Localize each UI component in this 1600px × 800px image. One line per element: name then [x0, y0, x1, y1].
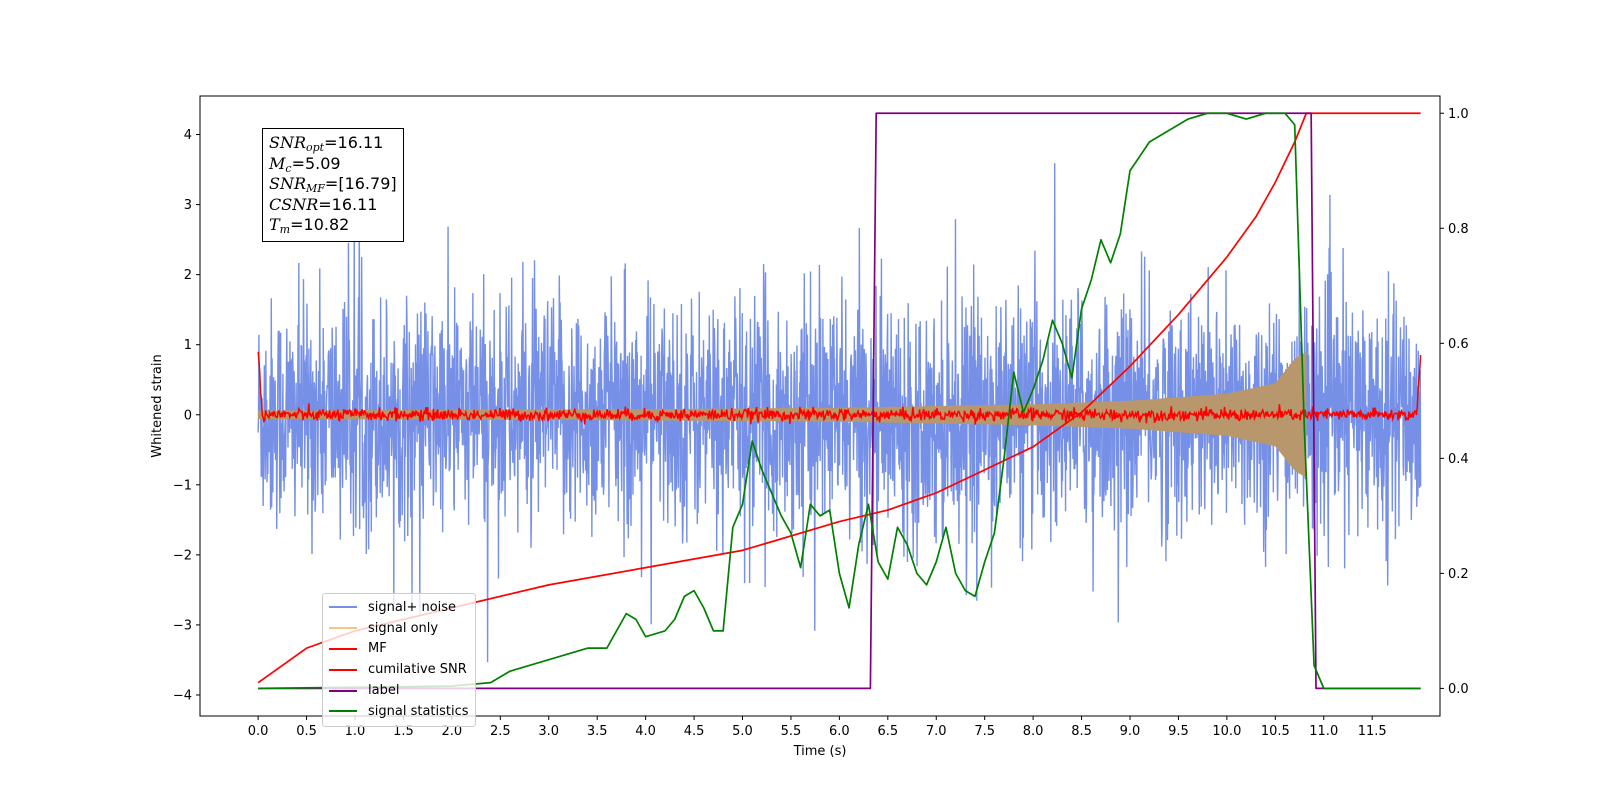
legend-item-signal-noise: signal+ noise: [329, 597, 469, 618]
y-tick-label: −3: [173, 618, 192, 633]
x-tick-label: 5.0: [732, 724, 753, 739]
y-axis-left: 4 3 2 1 0 −1 −2 −3 −4: [173, 128, 200, 703]
info-snr-mf: SNRMF=[16.79]: [269, 174, 397, 195]
info-snr-opt: SNRopt=16.11: [269, 133, 384, 154]
x-axis: 0.0 0.5 1.0 1.5 2.0 2.5 3.0 3.5 4.0 4.5 5.0 5.5 6.0 6…: [248, 716, 1387, 739]
legend-item-label: label: [329, 680, 469, 701]
x-tick-label: 0.5: [296, 724, 317, 739]
y-tick-label: −2: [173, 548, 192, 563]
y2-tick-label: 1.0: [1448, 107, 1469, 122]
info-mc: Mc=5.09: [269, 153, 341, 175]
info-box: SNRopt=16.11 Mc=5.09 SNRMF=[16.79] CSNR=…: [262, 128, 404, 242]
x-tick-label: 8.5: [1071, 724, 1092, 739]
x-tick-label: 9.5: [1168, 724, 1189, 739]
x-tick-label: 3.0: [538, 724, 559, 739]
info-tm: Tm=10.82: [269, 215, 350, 236]
y-tick-label: −4: [173, 688, 192, 703]
x-tick-label: 9.0: [1120, 724, 1141, 739]
x-axis-label: Time (s): [793, 744, 847, 759]
y-axis-right: 1.0 0.8 0.6 0.4 0.2 0.0: [1440, 107, 1469, 697]
series-signal-noise: [257, 163, 1422, 663]
legend: signal+ noise signal only MF cumilative …: [322, 593, 476, 727]
x-tick-label: 1.0: [345, 724, 366, 739]
x-tick-label: 6.0: [829, 724, 850, 739]
x-tick-label: 8.0: [1023, 724, 1044, 739]
series-signal-statistics: [258, 112, 1421, 690]
y2-tick-label: 0.6: [1448, 337, 1469, 352]
y-tick-label: 0: [184, 408, 192, 423]
x-tick-label: 11.5: [1358, 724, 1387, 739]
y2-tick-label: 0.8: [1448, 222, 1469, 237]
plot-frame: [199, 95, 1441, 717]
x-tick-label: 6.5: [877, 724, 898, 739]
y-tick-label: −1: [173, 478, 192, 493]
x-tick-label: 7.0: [926, 724, 947, 739]
legend-item-cumulative-snr: cumilative SNR: [329, 659, 469, 680]
y-tick-label: 1: [184, 338, 192, 353]
x-tick-label: 7.5: [974, 724, 995, 739]
y2-tick-label: 0.0: [1448, 682, 1469, 697]
legend-item-mf: MF: [329, 639, 469, 660]
legend-item-signal-statistics: signal statistics: [329, 701, 469, 722]
x-tick-label: 11.0: [1309, 724, 1338, 739]
y-tick-label: 3: [184, 198, 192, 213]
legend-item-signal-only: signal only: [329, 618, 469, 639]
series-cumulative-snr: [257, 112, 1421, 684]
x-tick-label: 2.0: [442, 724, 463, 739]
x-tick-label: 10.5: [1261, 724, 1290, 739]
x-tick-label: 4.5: [684, 724, 705, 739]
y-tick-label: 2: [184, 268, 192, 283]
x-tick-label: 3.5: [587, 724, 608, 739]
info-csnr: CSNR=16.11: [269, 194, 378, 214]
y-axis-label: Whitened strain: [150, 354, 165, 457]
x-tick-label: 0.0: [248, 724, 269, 739]
y2-tick-label: 0.2: [1448, 567, 1469, 582]
x-tick-label: 10.0: [1212, 724, 1241, 739]
series-signal-only: [258, 351, 1307, 478]
x-tick-label: 2.5: [490, 724, 511, 739]
series-layer: [257, 112, 1422, 690]
series-mf: [257, 351, 1422, 425]
y2-tick-label: 0.4: [1448, 452, 1469, 467]
x-tick-label: 5.5: [781, 724, 802, 739]
x-tick-label: 4.0: [635, 724, 656, 739]
y-tick-label: 4: [184, 128, 192, 143]
x-tick-label: 1.5: [393, 724, 414, 739]
